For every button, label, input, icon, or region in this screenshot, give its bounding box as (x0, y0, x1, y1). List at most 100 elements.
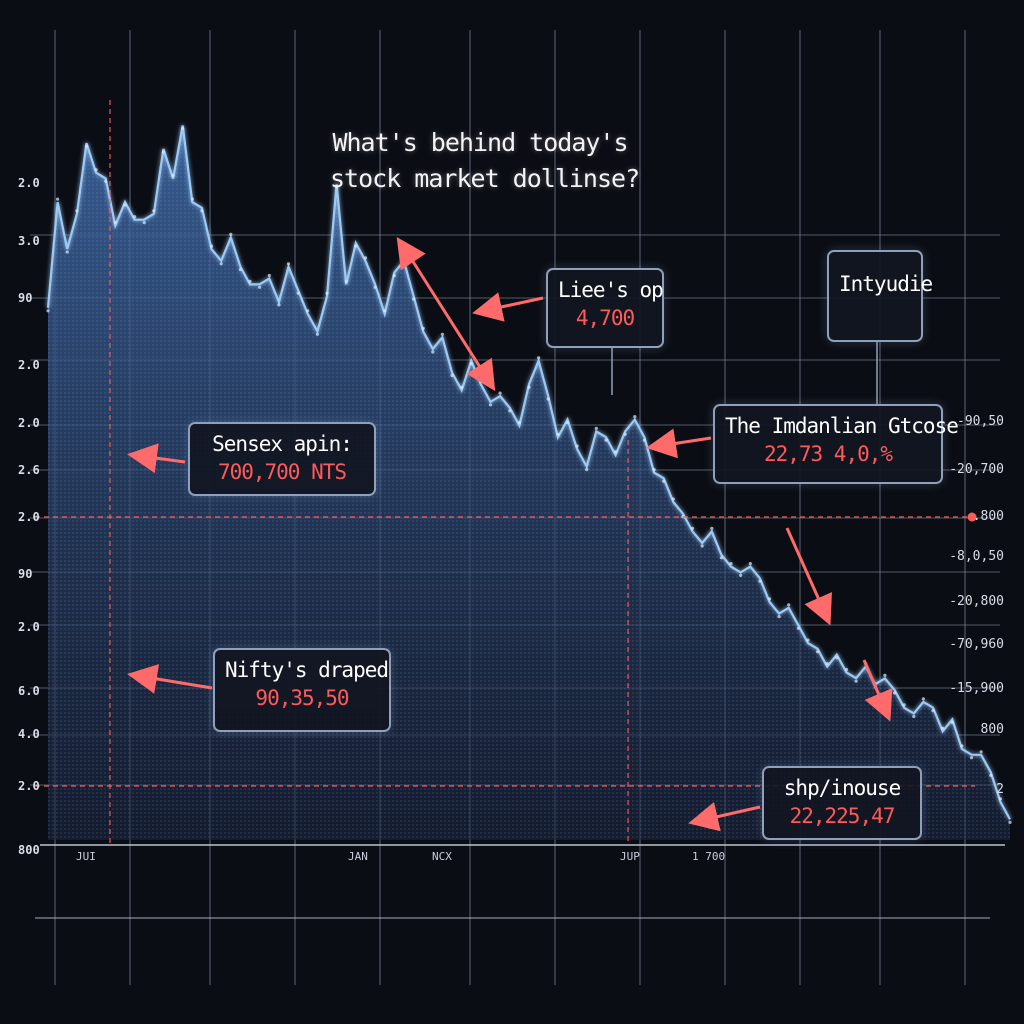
annotation-arrow (787, 528, 828, 620)
data-point (701, 544, 704, 547)
y-tick-left: 90 (18, 567, 32, 581)
data-point (143, 221, 146, 224)
y-tick-right: -15,900 (949, 681, 1004, 696)
data-point (239, 268, 242, 271)
y-tick-right: 800 (981, 722, 1004, 737)
data-point (893, 691, 896, 694)
data-point (133, 215, 136, 218)
data-point (547, 397, 550, 400)
y-tick-left: 2.0 (18, 358, 40, 372)
callout-intraday-label: Intyudie (839, 272, 911, 296)
data-point (316, 333, 319, 336)
data-point (152, 209, 155, 212)
chart-title-line-2: stock market dollinse? (330, 164, 630, 193)
data-point (191, 198, 194, 201)
data-point (797, 627, 800, 630)
data-point (970, 756, 973, 759)
data-point (758, 580, 761, 583)
data-point (499, 392, 502, 395)
callout-sensex-label: Sensex apin: (200, 432, 364, 456)
data-point (720, 556, 723, 559)
data-point (951, 721, 954, 724)
y-tick-left: 4.0 (18, 727, 40, 741)
data-point (75, 209, 78, 212)
y-tick-left: 2.6 (18, 463, 40, 477)
callout-indian-close-value: 22,73 4,0,% (725, 442, 931, 466)
data-point (104, 180, 107, 183)
y-tick-right: -20,700 (949, 462, 1004, 477)
callout-intraday: Intyudie (827, 250, 923, 342)
data-point (855, 680, 858, 683)
data-point (374, 286, 377, 289)
data-point (268, 274, 271, 277)
callout-indian-close: The Imdanlian Gtcose 22,73 4,0,% (713, 404, 943, 484)
data-point (999, 797, 1002, 800)
data-point (739, 574, 742, 577)
data-point (787, 603, 790, 606)
data-point (883, 674, 886, 677)
data-point (56, 198, 59, 201)
data-point (200, 209, 203, 212)
data-point (220, 262, 223, 265)
data-point (46, 309, 49, 312)
data-point (297, 292, 300, 295)
data-point (66, 250, 69, 253)
data-point (518, 421, 521, 424)
data-point (393, 274, 396, 277)
data-point (624, 433, 627, 436)
data-point (633, 415, 636, 418)
data-point (768, 597, 771, 600)
y-tick-left: 2.0 (18, 620, 40, 634)
y-tick-right: -20,800 (949, 594, 1004, 609)
data-point (912, 715, 915, 718)
data-point (210, 245, 213, 248)
data-point (845, 668, 848, 671)
x-tick: JUI (76, 850, 96, 863)
data-point (960, 744, 963, 747)
data-point (941, 727, 944, 730)
callout-sensex-value: 700,700 NTS (200, 460, 364, 484)
data-point (729, 562, 732, 565)
data-point (749, 562, 752, 565)
data-point (527, 386, 530, 389)
data-point (181, 127, 184, 130)
callout-shipinouse-label: shp/inouse (774, 776, 910, 800)
data-point (931, 709, 934, 712)
y-tick-left: 800 (18, 843, 40, 857)
data-point (614, 450, 617, 453)
data-point (248, 280, 251, 283)
data-point (345, 280, 348, 283)
data-point (826, 662, 829, 665)
y-tick-right: 2 (996, 782, 1004, 797)
data-point (412, 297, 415, 300)
data-point (441, 333, 444, 336)
data-point (980, 750, 983, 753)
data-point (479, 380, 482, 383)
annotation-arrow (478, 298, 543, 312)
data-point (778, 615, 781, 618)
annotation-arrow (400, 242, 412, 260)
x-tick: NCX (432, 850, 452, 863)
data-point (672, 497, 675, 500)
data-point (489, 403, 492, 406)
data-point (595, 427, 598, 430)
data-point (989, 774, 992, 777)
y-tick-left: 6.0 (18, 684, 40, 698)
y-tick-right: -90,50 (957, 414, 1004, 429)
callout-nifty: Nifty's draped 90,35,50 (213, 648, 391, 732)
data-point (402, 256, 405, 259)
x-tick: 1 700 (692, 850, 725, 863)
data-point (922, 697, 925, 700)
y-tick-left: 2.0 (18, 176, 40, 190)
data-point (162, 150, 165, 153)
callout-lies-up-value: 4,700 (558, 306, 652, 330)
callout-lies-up-label: Liee's op (558, 278, 652, 302)
data-point (450, 374, 453, 377)
y-tick-right: -8,0,50 (949, 549, 1004, 564)
data-point (460, 386, 463, 389)
data-point (806, 639, 809, 642)
data-point (325, 292, 328, 295)
data-point (1008, 821, 1011, 824)
data-point (643, 439, 646, 442)
